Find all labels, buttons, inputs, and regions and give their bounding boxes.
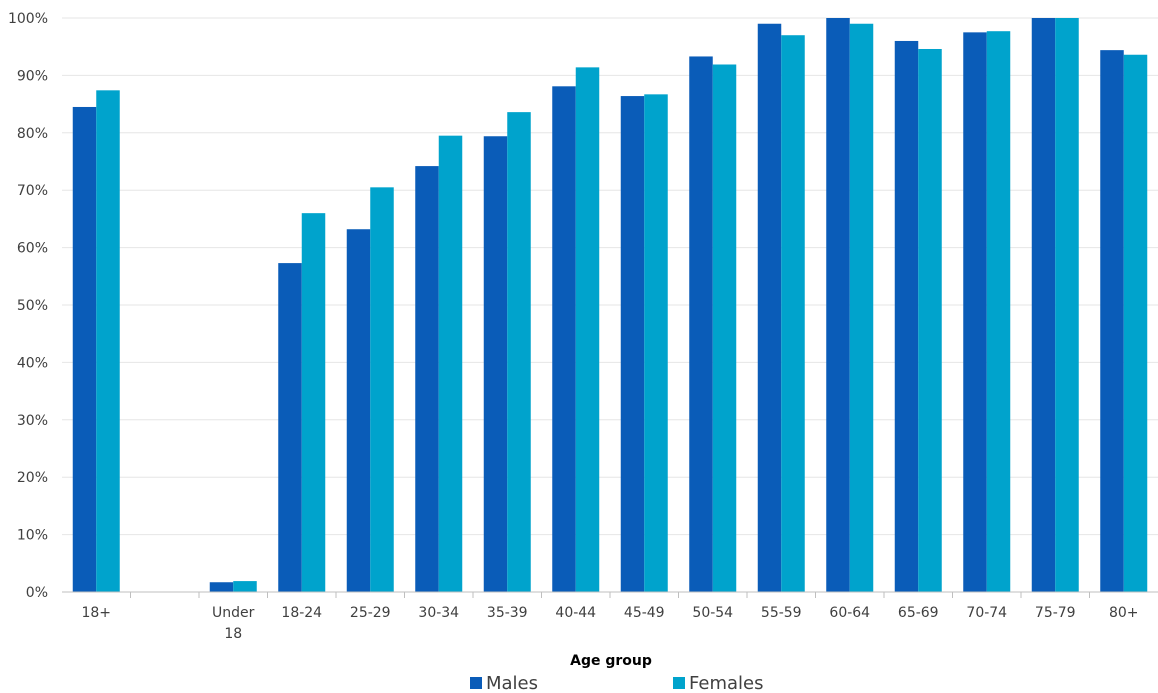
x-tick-label: 45-49 (624, 605, 665, 621)
legend-swatch-females (673, 677, 685, 689)
bar-females (1123, 54, 1148, 592)
bar-males (1100, 50, 1124, 593)
x-tick-label: 35-39 (487, 605, 528, 621)
x-tick-label: 55-59 (761, 605, 802, 621)
bar-males (620, 96, 645, 593)
x-tick-label: 50-54 (692, 605, 733, 621)
y-tick-label: 30% (17, 413, 48, 429)
y-tick-label: 0% (26, 585, 48, 601)
legend-label-males: Males (486, 673, 538, 693)
legend: Males Females (470, 673, 763, 693)
legend-swatch-males (470, 677, 482, 689)
bar-males (278, 263, 302, 592)
bar-females (644, 94, 668, 592)
bar-males (483, 136, 508, 592)
bar-females (370, 187, 394, 592)
y-tick-label: 80% (17, 126, 48, 142)
bar-males (552, 86, 576, 592)
x-tick-label: 80+ (1109, 605, 1139, 621)
legend-label-females: Females (689, 673, 763, 693)
bar-males (894, 40, 919, 592)
bar-females (849, 23, 874, 593)
x-axis-ticks: 18+ Under 18 18-24 25-29 30-34 35-39 40-44 45-49… (81, 592, 1139, 642)
y-tick-label: 10% (17, 528, 48, 544)
bar-males (689, 56, 713, 592)
x-tick-label: 30-34 (418, 605, 459, 621)
y-tick-label: 50% (17, 298, 48, 314)
bar-females (507, 112, 531, 593)
bars (72, 18, 1148, 593)
x-tick-label: Under 18 (212, 605, 255, 642)
x-tick-label: 65-69 (898, 605, 939, 621)
bar-males (1031, 18, 1056, 592)
x-tick-label: 40-44 (555, 605, 596, 621)
bar-males (757, 23, 782, 593)
bar-females (781, 35, 805, 593)
y-tick-label: 40% (17, 355, 48, 371)
y-tick-label: 100% (8, 11, 48, 27)
bar-males (72, 106, 97, 592)
y-tick-label: 60% (17, 241, 48, 257)
bar-females (1055, 18, 1079, 592)
x-tick-label: 18+ (81, 605, 111, 621)
y-axis-ticks: 0% 10% 20% 30% 40% 50% 60% 70% 80% 90% 100% (8, 11, 48, 601)
x-tick-label: 18-24 (281, 605, 322, 621)
x-tick-label: 60-64 (829, 605, 870, 621)
bar-males (963, 32, 987, 593)
bar-males (346, 229, 371, 592)
bar-females (301, 213, 326, 592)
bar-females (233, 581, 257, 592)
bar-females (918, 48, 942, 593)
bar-females (712, 64, 737, 592)
x-tick-label: 75-79 (1035, 605, 1076, 621)
bar-females (438, 135, 463, 593)
bar-males (415, 166, 439, 593)
bar-females (575, 67, 600, 592)
x-tick-label: 25-29 (350, 605, 391, 621)
bar-females (96, 90, 120, 592)
y-tick-label: 90% (17, 68, 48, 84)
bar-females (986, 31, 1011, 592)
x-tick-label: 70-74 (966, 605, 1007, 621)
y-tick-label: 70% (17, 183, 48, 199)
x-axis-label: Age group (570, 653, 652, 669)
y-tick-label: 20% (17, 470, 48, 486)
bar-males (826, 18, 850, 592)
bar-males (209, 582, 234, 592)
